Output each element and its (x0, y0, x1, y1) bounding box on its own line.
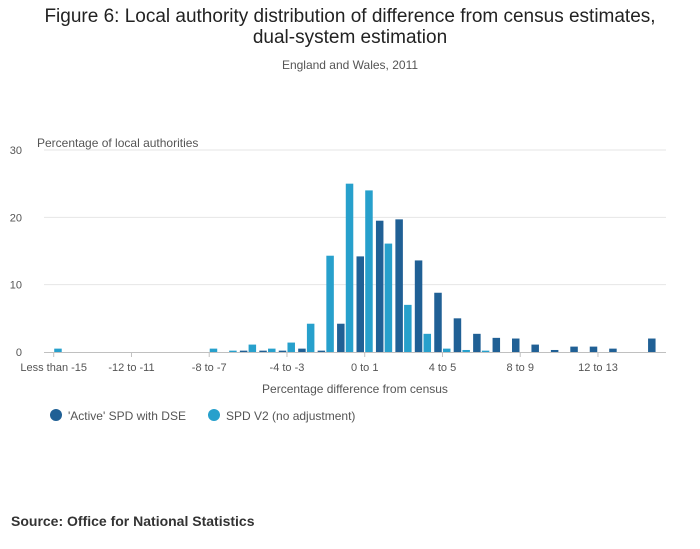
legend-marker (208, 409, 220, 421)
x-tick-label: 4 to 5 (429, 362, 457, 374)
y-tick-label: 10 (10, 280, 22, 292)
bar-active-spd (375, 220, 384, 352)
bar-active-spd (434, 292, 442, 352)
grid-layer (44, 149, 666, 286)
y-tick-label: 30 (10, 145, 22, 157)
bar-active-spd (512, 338, 520, 352)
bar-active-spd (589, 346, 598, 352)
bar-active-spd (473, 333, 481, 352)
source-note: Source: Office for National Statistics (11, 513, 255, 529)
bar-active-spd (648, 338, 656, 352)
y-tick-label: 0 (16, 347, 22, 359)
bar-spd-v2 (481, 350, 490, 352)
bar-active-spd (239, 350, 248, 352)
bar-active-spd (550, 349, 559, 352)
bar-active-spd (259, 350, 267, 352)
bar-active-spd (492, 337, 501, 352)
bar-active-spd (317, 350, 326, 352)
legend-label: 'Active' SPD with DSE (68, 409, 186, 423)
chart-subtitle: England and Wales, 2011 (281, 58, 419, 72)
x-axis-label: Percentage difference from census (262, 382, 448, 396)
bar-active-spd (570, 346, 578, 352)
bar-spd-v2 (54, 348, 62, 352)
bar-spd-v2 (423, 333, 432, 352)
bar-spd-v2 (404, 304, 412, 352)
axis-layer: 0 10 20 30 Percentage of local authorities Le… (10, 136, 666, 396)
bar-spd-v2 (326, 255, 334, 352)
x-tick-label: 8 to 9 (506, 362, 534, 374)
bar-active-spd (356, 256, 364, 352)
y-axis-label: Percentage of local authorities (37, 136, 198, 150)
bar-spd-v2 (306, 323, 315, 352)
bar-active-spd (278, 350, 287, 352)
y-tick-label: 20 (10, 212, 22, 224)
bar-active-spd (414, 260, 423, 352)
bar-active-spd (337, 323, 345, 352)
x-tick-label: -4 to -3 (270, 362, 305, 374)
legend-marker (50, 409, 62, 421)
chart-title: Figure 6: Local authority distribution o… (0, 6, 700, 48)
bar-spd-v2 (442, 348, 451, 352)
bar-spd-v2 (345, 183, 354, 352)
x-tick-label: 12 to 13 (578, 362, 618, 374)
bar-active-spd (609, 348, 617, 352)
bar-spd-v2 (384, 243, 393, 352)
chart-title-line-1: Figure 6: Local authority distribution o… (44, 6, 656, 27)
bar-active-spd (531, 344, 539, 352)
bar-spd-v2 (287, 342, 295, 352)
chart-title-line-2: dual-system estimation (252, 27, 448, 48)
bar-spd-v2 (209, 348, 218, 352)
bar-layer (54, 183, 656, 352)
bar-spd-v2 (365, 190, 373, 352)
bar-spd-v2 (248, 344, 257, 352)
x-tick-label: -8 to -7 (192, 362, 227, 374)
x-tick-label: -12 to -11 (108, 362, 154, 374)
bar-spd-v2 (229, 350, 237, 352)
bar-active-spd (453, 318, 462, 352)
bar-spd-v2 (462, 349, 470, 352)
bar-spd-v2 (268, 348, 276, 352)
legend-label: SPD V2 (no adjustment) (226, 409, 355, 423)
x-tick-label: Less than -15 (20, 362, 87, 374)
bar-active-spd (395, 219, 403, 352)
x-tick-label: 0 to 1 (351, 362, 379, 374)
legend: 'Active' SPD with DSE SPD V2 (no adjustme… (50, 409, 355, 423)
bar-active-spd (298, 348, 306, 352)
